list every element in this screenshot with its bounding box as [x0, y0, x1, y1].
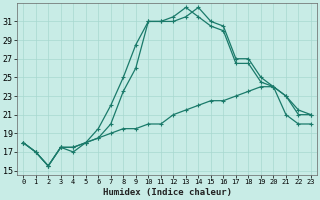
- X-axis label: Humidex (Indice chaleur): Humidex (Indice chaleur): [103, 188, 232, 197]
